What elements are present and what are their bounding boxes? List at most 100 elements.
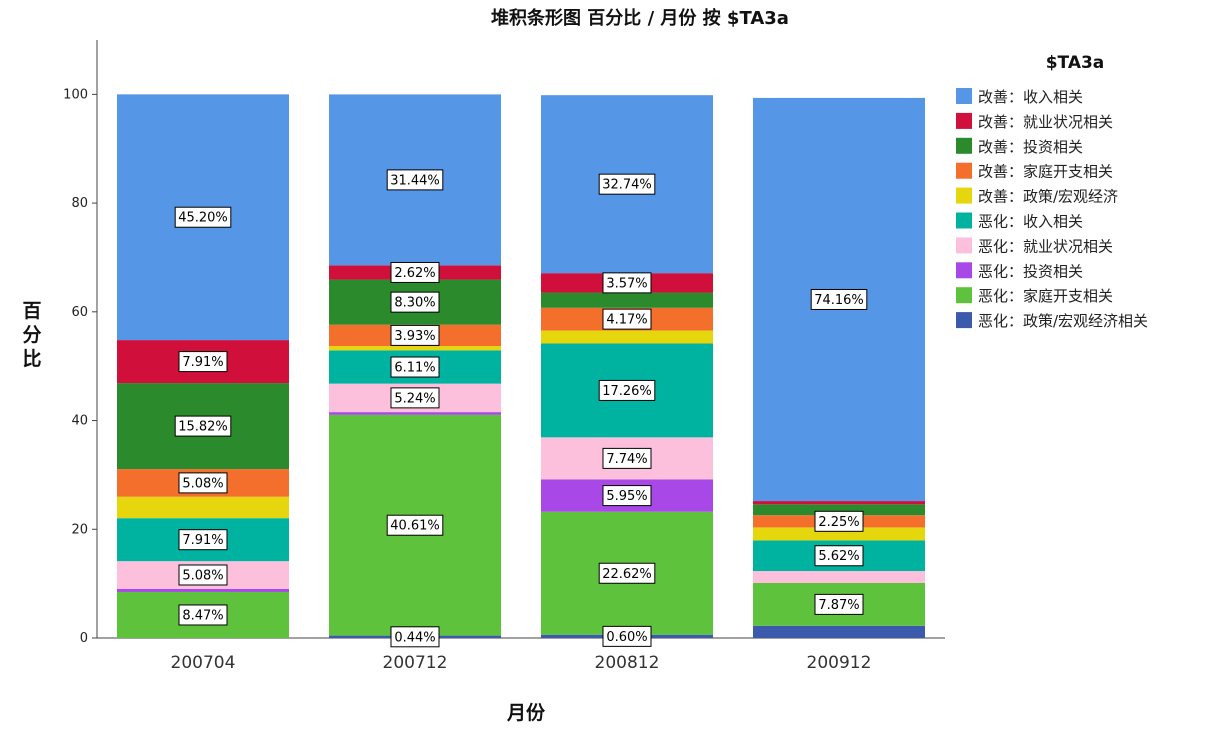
data-label-box bbox=[602, 272, 652, 294]
data-label: 4.17% bbox=[606, 313, 647, 328]
x-axis-title: 月份 bbox=[506, 701, 546, 724]
data-label: 22.62% bbox=[602, 567, 652, 582]
data-label-box bbox=[390, 291, 440, 313]
y-axis-title-char: 百 bbox=[22, 300, 41, 322]
data-label-box bbox=[390, 324, 440, 346]
bar-segment bbox=[329, 412, 501, 415]
data-label-box bbox=[602, 447, 652, 469]
bar-segment bbox=[753, 527, 925, 541]
data-label: 7.91% bbox=[182, 355, 223, 370]
data-label: 2.25% bbox=[818, 515, 859, 530]
data-label-box bbox=[390, 387, 440, 409]
data-label: 15.82% bbox=[178, 420, 228, 435]
data-label: 6.11% bbox=[394, 361, 435, 376]
data-label-box bbox=[390, 356, 440, 378]
legend-entry: 恶化：投资相关 bbox=[978, 262, 1083, 280]
data-label: 5.95% bbox=[606, 489, 647, 504]
legend-entry: 恶化：收入相关 bbox=[978, 213, 1083, 231]
data-label: 3.57% bbox=[606, 276, 647, 291]
x-tick-label: 200812 bbox=[595, 653, 660, 673]
legend-swatch bbox=[956, 237, 972, 254]
legend-swatch bbox=[956, 112, 972, 129]
data-label-box bbox=[814, 510, 864, 532]
y-tick-label: 40 bbox=[71, 414, 88, 429]
data-label: 0.44% bbox=[394, 630, 435, 645]
x-tick-label: 200912 bbox=[807, 653, 872, 673]
data-label: 7.91% bbox=[182, 533, 223, 548]
data-label: 32.74% bbox=[602, 178, 652, 193]
data-label: 3.93% bbox=[394, 329, 435, 344]
data-label-box bbox=[602, 308, 652, 330]
data-label-box bbox=[814, 545, 864, 567]
data-label-box bbox=[810, 288, 868, 310]
data-label: 5.24% bbox=[394, 391, 435, 406]
legend-swatch bbox=[956, 88, 972, 104]
data-label-box bbox=[174, 415, 232, 437]
bar-segment bbox=[117, 496, 289, 519]
legend-entry: 改善：收入相关 bbox=[978, 88, 1083, 106]
legend-entry: 改善：政策/宏观经济 bbox=[978, 188, 1118, 206]
data-label: 8.30% bbox=[394, 296, 435, 311]
data-label-box bbox=[598, 379, 656, 401]
data-label: 2.62% bbox=[394, 266, 435, 281]
data-label: 5.62% bbox=[818, 549, 859, 564]
bar-segment bbox=[329, 346, 501, 351]
y-axis-title: 百分比 bbox=[22, 300, 41, 370]
legend-swatch bbox=[956, 287, 972, 304]
y-tick-label: 20 bbox=[71, 522, 88, 537]
data-label: 45.20% bbox=[178, 211, 228, 226]
legend: $TA3a 改善：收入相关改善：就业状况相关改善：投资相关改善：家庭开支相关改善… bbox=[956, 53, 1148, 330]
data-label: 7.87% bbox=[818, 598, 859, 613]
data-label-box bbox=[178, 604, 228, 626]
bar-segment bbox=[541, 330, 713, 344]
y-tick-label: 60 bbox=[71, 305, 88, 320]
legend-entry: 恶化：就业状况相关 bbox=[978, 237, 1113, 255]
data-label: 5.08% bbox=[182, 476, 223, 491]
legend-swatch bbox=[956, 187, 972, 204]
data-label-box bbox=[386, 169, 444, 191]
chart-title: 堆积条形图 百分比 / 月份 按 $TA3a bbox=[491, 7, 789, 29]
bar-segment bbox=[753, 571, 925, 583]
bar-segment bbox=[541, 292, 713, 308]
legend-swatch bbox=[956, 262, 972, 279]
x-tick-label: 200712 bbox=[383, 653, 448, 673]
data-label: 17.26% bbox=[602, 384, 652, 399]
legend-swatch bbox=[956, 162, 972, 179]
axes: 0 20 40 60 80 100 200704 200712 200812 200912 bbox=[63, 40, 945, 673]
bar-segment bbox=[753, 625, 925, 638]
data-labels: 8.47% 5.08% 7.91% 5.08% 15.82% 7.91% 45.20% 0.4… bbox=[174, 169, 868, 648]
data-label: 74.16% bbox=[814, 293, 864, 308]
legend-swatch bbox=[956, 212, 972, 229]
data-label-box bbox=[602, 485, 652, 507]
legend-entry: 改善：就业状况相关 bbox=[978, 113, 1113, 131]
data-label: 5.08% bbox=[182, 568, 223, 583]
data-label-box bbox=[178, 472, 228, 494]
data-label-box bbox=[598, 562, 656, 584]
data-label-box bbox=[386, 514, 444, 536]
bar-segment bbox=[753, 501, 925, 505]
data-label-box bbox=[390, 626, 440, 648]
data-label-box bbox=[178, 351, 228, 373]
legend-entry: 改善：家庭开支相关 bbox=[978, 163, 1113, 181]
data-label: 40.61% bbox=[390, 519, 440, 534]
data-label-box bbox=[390, 261, 440, 283]
data-label: 8.47% bbox=[182, 608, 223, 623]
data-label-box bbox=[602, 625, 652, 647]
legend-entry: 改善：投资相关 bbox=[978, 138, 1083, 156]
bar-segment bbox=[117, 588, 289, 592]
legend-title: $TA3a bbox=[1046, 53, 1105, 73]
data-label-box bbox=[178, 529, 228, 551]
x-tick-label: 200704 bbox=[171, 653, 236, 673]
data-label-box bbox=[598, 173, 656, 195]
data-label-box bbox=[178, 564, 228, 586]
data-label-box bbox=[174, 206, 232, 228]
data-label: 31.44% bbox=[390, 173, 440, 188]
y-tick-label: 100 bbox=[63, 87, 88, 102]
bars bbox=[117, 94, 925, 638]
y-tick-label: 80 bbox=[71, 196, 88, 211]
legend-swatch bbox=[956, 312, 972, 329]
bar-segment bbox=[753, 504, 925, 516]
data-label-box bbox=[814, 593, 864, 615]
y-axis-title-char: 比 bbox=[22, 348, 41, 370]
